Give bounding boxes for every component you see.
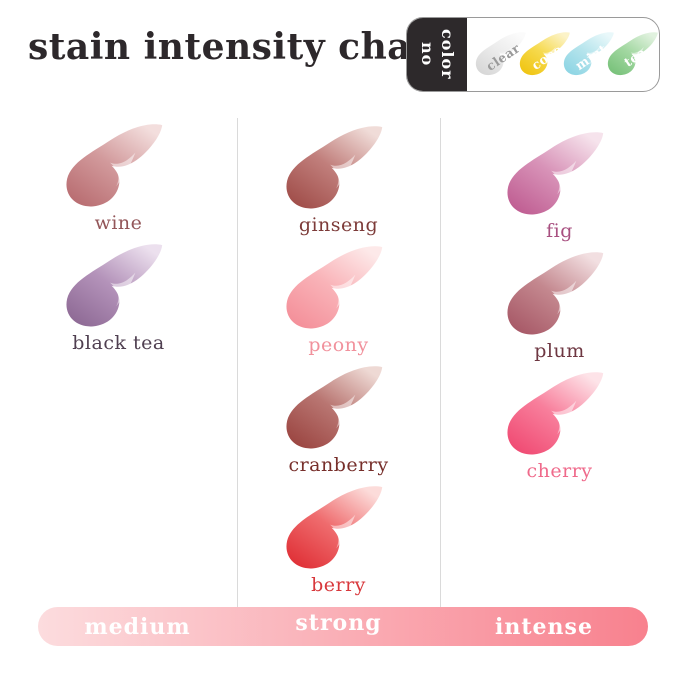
intensity-label-medium: medium bbox=[84, 613, 191, 640]
cranberry-smear-icon bbox=[286, 366, 383, 449]
column-divider bbox=[237, 118, 238, 608]
swatch-tea: tea bbox=[605, 30, 659, 80]
shade-black-tea-label: black tea bbox=[72, 332, 165, 354]
shade-cranberry: cranberry bbox=[281, 364, 396, 484]
shade-wine: wine bbox=[61, 122, 176, 242]
column-divider bbox=[440, 118, 441, 608]
intensity-label-intense: intense bbox=[495, 613, 593, 640]
shade-cherry-label: cherry bbox=[526, 460, 593, 482]
shade-peony: peony bbox=[281, 244, 396, 364]
shade-peony-label: peony bbox=[308, 334, 369, 356]
no-color-badge-header: no color bbox=[407, 18, 467, 91]
fig-smear-icon bbox=[507, 132, 604, 215]
intensity-bar: medium strong intense bbox=[38, 607, 648, 646]
column-medium: wine black tea bbox=[0, 118, 237, 362]
intensity-label-strong: strong bbox=[295, 609, 382, 636]
berry-smear-icon bbox=[286, 486, 383, 569]
no-color-label: no color bbox=[418, 29, 457, 80]
shade-cherry: cherry bbox=[502, 370, 617, 490]
shade-fig: fig bbox=[502, 130, 617, 250]
shade-plum: plum bbox=[502, 250, 617, 370]
wine-smear-icon bbox=[66, 124, 163, 207]
shade-black-tea: black tea bbox=[61, 242, 176, 362]
plum-smear-icon bbox=[507, 252, 604, 335]
peony-smear-icon bbox=[286, 246, 383, 329]
shade-cranberry-label: cranberry bbox=[288, 454, 389, 476]
no-color-swatches: clear coco mint bbox=[467, 18, 659, 91]
shade-berry-label: berry bbox=[311, 574, 366, 596]
shade-berry: berry bbox=[281, 484, 396, 604]
column-intense: fig plum cherry bbox=[440, 118, 679, 490]
no-color-badge: no color clear coco bbox=[406, 17, 660, 92]
shade-fig-label: fig bbox=[546, 220, 573, 242]
cherry-smear-icon bbox=[507, 372, 604, 455]
shade-ginseng: ginseng bbox=[281, 124, 396, 244]
column-strong: ginseng peony cranberry berry bbox=[237, 118, 440, 604]
shade-ginseng-label: ginseng bbox=[298, 214, 379, 236]
black-tea-smear-icon bbox=[66, 244, 163, 327]
shade-plum-label: plum bbox=[534, 340, 585, 362]
shade-wine-label: wine bbox=[94, 212, 143, 234]
ginseng-smear-icon bbox=[286, 126, 383, 209]
page-title: stain intensity chart bbox=[28, 26, 448, 68]
